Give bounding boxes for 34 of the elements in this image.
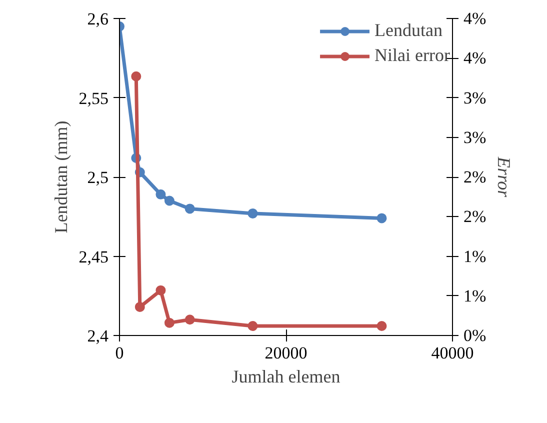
x-tick-label: 40000 — [431, 344, 474, 362]
y-axis-title: Lendutan (mm) — [50, 120, 71, 234]
point — [164, 196, 174, 206]
point — [376, 321, 387, 331]
point — [248, 208, 258, 218]
x-tick-label: 20000 — [264, 344, 308, 362]
y2-tick-label: 0% — [464, 326, 486, 345]
y2-tick-label: 2% — [464, 207, 486, 226]
y2-tick-label: 3% — [464, 128, 486, 147]
point — [156, 189, 166, 200]
y2-axis-title: Error — [494, 156, 514, 198]
y2-tick-label: 1% — [464, 246, 486, 266]
point — [184, 204, 195, 214]
y-tick-label: 2,55 — [78, 88, 108, 108]
y2-tick-label: 4% — [464, 9, 486, 28]
legend-label: Nilai error — [374, 45, 450, 66]
y2-tick-label: 1% — [464, 286, 486, 306]
y-tick-label: 2,5 — [87, 168, 108, 187]
point — [376, 213, 387, 224]
x-axis-title: Jumlah elemen — [232, 366, 340, 386]
point — [134, 302, 145, 312]
y-tick-label: 2,45 — [78, 247, 108, 266]
legend-label: Lendutan — [374, 20, 443, 41]
y2-tick-label: 3% — [464, 88, 486, 108]
x-tick-label: 0 — [115, 344, 124, 362]
point — [131, 71, 142, 82]
point — [156, 285, 166, 296]
y2-tick-label: 2% — [464, 168, 486, 186]
point — [184, 314, 195, 325]
y-tick-label: 2,6 — [87, 10, 108, 28]
point — [164, 318, 174, 328]
y-tick-label: 2,4 — [87, 326, 109, 346]
y2-tick-label: 4% — [464, 48, 486, 68]
point — [248, 321, 258, 331]
